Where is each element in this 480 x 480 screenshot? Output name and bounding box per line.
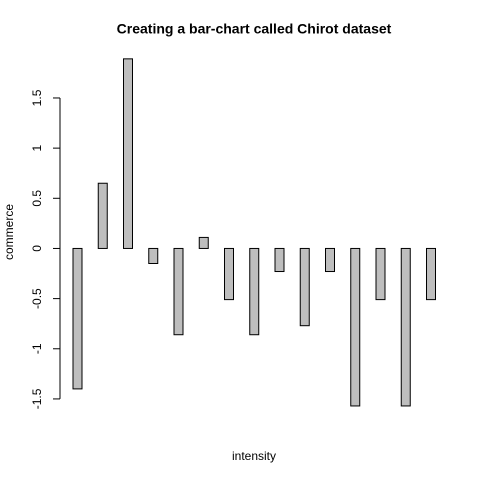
y-tick-label: -1.5 xyxy=(30,388,44,409)
bar xyxy=(426,247,436,301)
bar xyxy=(375,247,386,301)
bar xyxy=(274,247,285,273)
y-tick-label: -0.5 xyxy=(30,288,44,309)
bar xyxy=(249,247,260,336)
x-axis-label: intensity xyxy=(232,449,276,463)
y-axis-label: commerce xyxy=(2,204,16,260)
bar xyxy=(350,247,361,407)
bar xyxy=(173,247,184,336)
bar xyxy=(97,182,108,249)
bar xyxy=(123,58,133,249)
bar xyxy=(299,247,310,327)
y-tick-label: 0.5 xyxy=(30,190,44,207)
bar xyxy=(400,247,411,407)
bar xyxy=(224,247,234,301)
y-tick-label: 0 xyxy=(30,245,44,252)
bar xyxy=(325,247,335,273)
y-tick-label: 1.5 xyxy=(30,89,44,106)
y-tick-label: 1 xyxy=(30,144,44,151)
bar xyxy=(148,247,159,264)
bar xyxy=(72,247,83,390)
bar xyxy=(198,236,209,249)
y-tick-label: -1 xyxy=(30,343,44,354)
chart-title: Creating a bar-chart called Chirot datas… xyxy=(117,21,392,37)
